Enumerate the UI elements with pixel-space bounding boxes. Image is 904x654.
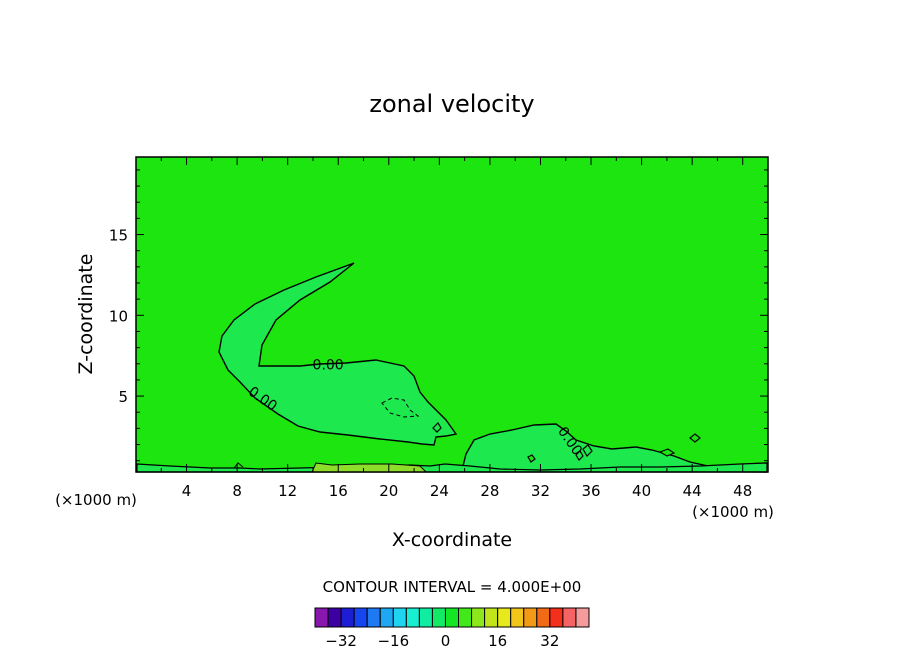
contour-label: 0.00 — [313, 357, 344, 373]
colorbar-swatch — [392, 607, 407, 628]
colorbar-tick-label: 16 — [488, 632, 507, 650]
chart-title: zonal velocity — [369, 90, 534, 118]
colorbar-swatch — [366, 607, 381, 628]
y-tick-label: 15 — [109, 227, 128, 245]
y-tick-label: 5 — [118, 388, 128, 406]
x-tick-label: 24 — [430, 482, 449, 500]
surface-negative-layer — [136, 462, 768, 473]
colorbar-swatch — [523, 607, 538, 628]
colorbar-swatch — [536, 607, 551, 628]
upper-anvil-negative-region — [218, 262, 458, 446]
x-tick-label: 4 — [182, 482, 192, 500]
x-tick-label: 40 — [632, 482, 651, 500]
x-axis-label: X-coordinate — [392, 529, 512, 551]
inner-dashed-contour — [381, 397, 420, 418]
colorbar-swatch — [418, 607, 433, 628]
x-tick-label: 48 — [733, 482, 752, 500]
colorbar-swatch — [314, 607, 329, 628]
colorbar-tick-label: −16 — [377, 632, 409, 650]
colorbar-tick-label: 0 — [441, 632, 451, 650]
x-axis-ticks: 4 8 12 16 20 24 28 32 36 40 44 48 — [160, 157, 752, 500]
x-tick-label: 32 — [531, 482, 550, 500]
small-contour-blob — [575, 450, 584, 461]
colorbar-swatch — [562, 607, 577, 628]
colorbar-swatch — [458, 607, 473, 628]
x-tick-label: 28 — [480, 482, 499, 500]
colorbar-swatch — [340, 607, 355, 628]
x-tick-label: 8 — [232, 482, 242, 500]
x-tick-label: 12 — [278, 482, 297, 500]
colorbar-tick-label: 32 — [540, 632, 559, 650]
colorbar-swatch — [549, 607, 564, 628]
small-contour-blob — [432, 422, 442, 433]
small-contour-blob — [582, 444, 593, 457]
colorbar-swatch — [575, 607, 590, 628]
surface-contour-line — [233, 462, 244, 469]
y-axis-label: Z-coordinate — [75, 254, 97, 375]
colorbar-swatch — [431, 607, 446, 628]
plot-frame — [135, 156, 769, 473]
colorbar-swatch — [327, 607, 342, 628]
y-axis-ticks: 5 10 15 — [109, 169, 768, 462]
colorbar-swatch — [444, 607, 460, 628]
small-contour-blob — [527, 454, 536, 463]
colorbar-swatch — [405, 607, 420, 628]
x-tick-label: 16 — [329, 482, 348, 500]
plot-background — [136, 157, 768, 472]
surface-positive-patch — [311, 462, 428, 473]
x-unit-left: (×1000 m) — [55, 491, 137, 509]
small-contour-blob — [689, 433, 701, 443]
x-tick-label: 44 — [683, 482, 702, 500]
colorbar-swatch — [353, 607, 368, 628]
x-unit-right: (×1000 m) — [692, 503, 774, 521]
colorbar-swatch — [497, 607, 512, 628]
x-tick-label: 36 — [581, 482, 600, 500]
x-tick-label: 20 — [379, 482, 398, 500]
colorbar-swatch — [379, 607, 394, 628]
y-tick-label: 10 — [109, 307, 128, 325]
colorbar-labels: −32 −16 0 16 32 — [325, 632, 559, 650]
colorbar-tick-label: −32 — [325, 632, 357, 650]
colorbar — [314, 607, 590, 628]
colorbar-swatch — [510, 607, 525, 628]
contour-interval-label: CONTOUR INTERVAL = 4.000E+00 — [323, 578, 582, 596]
colorbar-swatch — [484, 607, 499, 628]
small-contour-blob — [658, 448, 676, 457]
colorbar-swatch — [471, 607, 486, 628]
